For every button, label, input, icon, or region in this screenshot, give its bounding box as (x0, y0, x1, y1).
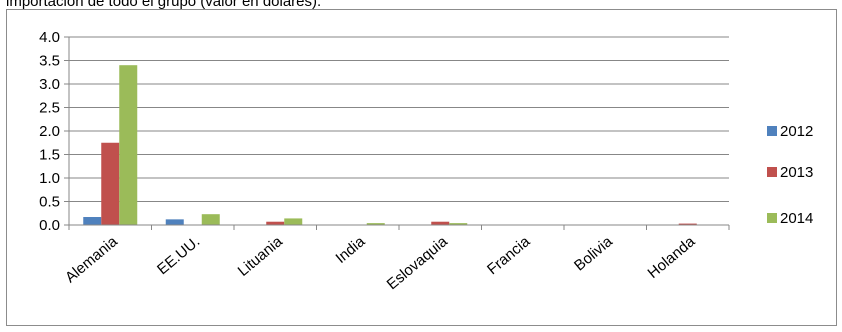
legend-label: 2012 (780, 123, 813, 140)
bar-2012-alemania (83, 217, 102, 225)
chart-frame (6, 9, 837, 326)
y-tick-label: 1.5 (39, 147, 60, 164)
bar-2013-alemania (101, 142, 120, 225)
x-tick-label: India (332, 233, 368, 267)
x-tick-label: Bolivia (571, 233, 616, 275)
y-tick-label: 3.0 (39, 76, 60, 93)
x-tick-label: Holanda (645, 233, 699, 282)
bar-2014-alemania (119, 65, 138, 225)
bar-2014-india (366, 223, 385, 225)
x-tick-label: Lituania (235, 233, 287, 280)
bar-2013-lituania (266, 221, 285, 225)
bar-2013-eslovaquia (431, 221, 450, 225)
x-tick-label: Alemania (62, 233, 121, 287)
bar-2012-ee-uu- (165, 219, 184, 225)
legend-swatch-2013 (767, 167, 777, 177)
y-tick-label: 3.5 (39, 53, 60, 70)
legend-label: 2014 (780, 210, 813, 227)
bar-2013-holanda (678, 223, 697, 225)
y-tick-label: 1.0 (39, 170, 60, 187)
legend-swatch-2012 (767, 126, 777, 136)
bar-2014-eslovaquia (449, 223, 468, 225)
y-tick-label: 2.0 (39, 123, 60, 140)
y-tick-label: 0.5 (39, 194, 60, 211)
y-tick-label: 2.5 (39, 100, 60, 117)
bar-2014-lituania (284, 218, 303, 225)
x-tick-label: Eslovaquia (384, 233, 452, 294)
bar-2014-ee-uu- (201, 214, 220, 225)
x-tick-label: EE.UU. (154, 233, 203, 278)
x-tick-label: Francia (484, 233, 534, 279)
y-tick-label: 4.0 (39, 29, 60, 46)
legend-swatch-2014 (767, 213, 777, 223)
chart-caption: importación de todo el grupo (valor en d… (6, 0, 322, 10)
legend-label: 2013 (780, 164, 813, 181)
y-tick-label: 0.0 (39, 217, 60, 234)
